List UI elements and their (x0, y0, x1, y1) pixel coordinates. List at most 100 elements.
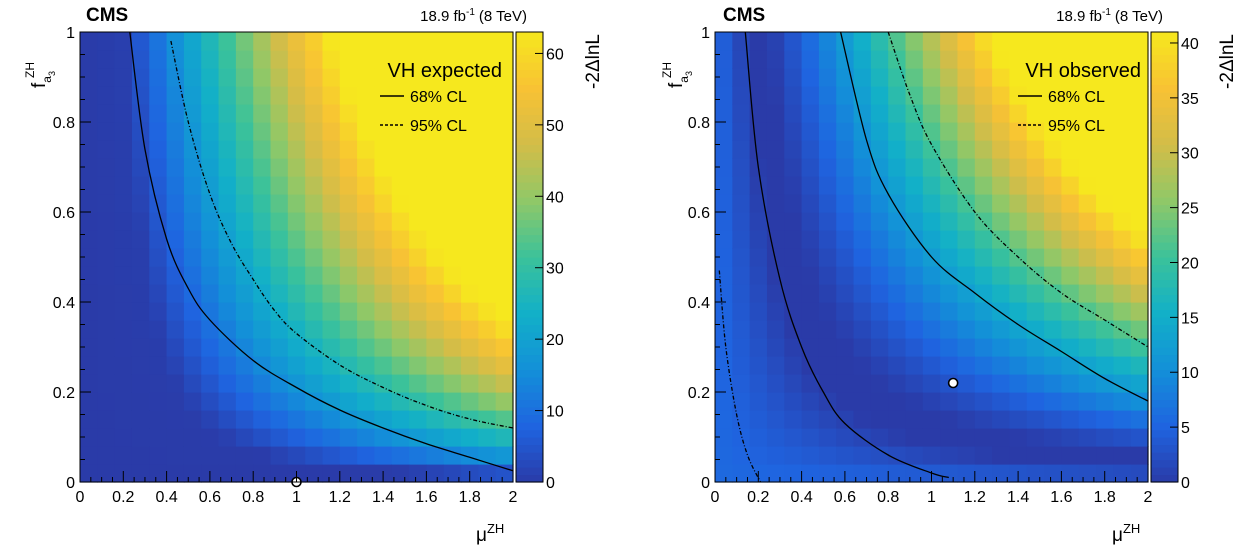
heatmap-cell (715, 68, 733, 87)
heatmap-cell (732, 374, 751, 393)
heatmap-cell (322, 140, 341, 159)
heatmap-cell (374, 302, 393, 321)
heatmap-cell (357, 284, 376, 303)
heatmap-cell (1130, 104, 1149, 123)
heatmap-cell (495, 428, 514, 447)
colorbar-tick-label: 30 (1181, 146, 1199, 163)
heatmap-cell (870, 194, 889, 213)
heatmap-cell (218, 140, 237, 159)
heatmap-cell (749, 338, 768, 357)
heatmap-cell (391, 176, 410, 195)
heatmap-cell (131, 266, 150, 285)
heatmap-cell (201, 230, 220, 249)
heatmap-cell (905, 140, 924, 159)
heatmap-cell (218, 68, 237, 87)
heatmap-cell (888, 104, 907, 123)
heatmap-cell (114, 392, 133, 411)
heatmap-cell (1113, 248, 1132, 267)
heatmap-cell (253, 464, 272, 483)
colorbar-segment (516, 47, 543, 56)
heatmap-cell (922, 104, 941, 123)
colorbar-segment (1151, 174, 1178, 183)
heatmap-cell (357, 50, 376, 69)
heatmap-cell (1130, 302, 1149, 321)
heatmap-cell (97, 338, 116, 357)
heatmap-cell (131, 140, 150, 159)
heatmap-cell (478, 68, 497, 87)
heatmap-cell (801, 212, 820, 231)
heatmap-cell (357, 86, 376, 105)
heatmap-cell (322, 194, 341, 213)
heatmap-cell (305, 464, 324, 483)
heatmap-cell (1130, 68, 1149, 87)
heatmap-cell (131, 284, 150, 303)
heatmap-cell (1113, 212, 1132, 231)
heatmap-cell (784, 68, 803, 87)
heatmap-cell (461, 410, 479, 429)
heatmap-cell (357, 122, 376, 141)
y-tick-label: 0.6 (53, 205, 75, 222)
heatmap-cell (339, 446, 358, 465)
heatmap-cell (1078, 230, 1097, 249)
heatmap-cell (426, 446, 445, 465)
colorbar-segment (516, 392, 543, 401)
heatmap-cell (1078, 140, 1097, 159)
heatmap-cell (853, 194, 872, 213)
heatmap-cell (149, 212, 168, 231)
heatmap-cell (114, 104, 133, 123)
heatmap-cell (201, 86, 220, 105)
heatmap-cell (218, 32, 237, 51)
heatmap-cell (149, 338, 168, 357)
colorbar-segment (516, 369, 543, 378)
heatmap-cell (784, 32, 803, 51)
heatmap-cell (287, 266, 306, 285)
heatmap-cell (478, 140, 497, 159)
heatmap-cell (1078, 428, 1097, 447)
colorbar-segment (516, 99, 543, 108)
heatmap-cell (992, 248, 1011, 267)
heatmap-cell (749, 86, 768, 105)
heatmap-cell (1061, 356, 1080, 375)
heatmap-cell (922, 32, 941, 51)
colorbar-segment (516, 444, 543, 453)
heatmap-cell (1078, 392, 1097, 411)
heatmap-cell (905, 446, 924, 465)
heatmap-cell (888, 158, 907, 177)
heatmap-cell (749, 50, 768, 69)
heatmap-cell (1044, 338, 1062, 357)
heatmap-cell (166, 356, 185, 375)
y-axis-label: fa3 ZH (660, 62, 694, 88)
heatmap-cell (957, 248, 976, 267)
heatmap-cell (391, 212, 410, 231)
heatmap-cell (801, 230, 820, 249)
heatmap-cell (391, 374, 410, 393)
heatmap-cell (1113, 68, 1132, 87)
heatmap-cell (426, 104, 445, 123)
heatmap-cell (149, 140, 168, 159)
heatmap-cell (253, 176, 272, 195)
heatmap-cell (443, 338, 462, 357)
heatmap-cell (940, 122, 959, 141)
heatmap-cell (1026, 50, 1045, 69)
heatmap-cell (853, 392, 872, 411)
heatmap-cell (974, 248, 993, 267)
heatmap-cell (974, 266, 993, 285)
heatmap-cell (801, 86, 820, 105)
heatmap-cell (357, 104, 376, 123)
heatmap-cell (801, 266, 820, 285)
heatmap-cell (287, 392, 306, 411)
heatmap-cell (409, 356, 427, 375)
heatmap-cell (218, 248, 237, 267)
heatmap-cell (766, 266, 785, 285)
heatmap-cell (409, 392, 427, 411)
heatmap-cell (853, 374, 872, 393)
heatmap-cell (322, 122, 341, 141)
heatmap-cell (766, 428, 785, 447)
heatmap-cell (131, 428, 150, 447)
heatmap-cell (409, 104, 427, 123)
colorbar-segment (516, 452, 543, 461)
heatmap-cell (1009, 158, 1028, 177)
y-tick-label: 0.2 (53, 385, 75, 402)
heatmap-cell (322, 50, 341, 69)
legend-label-95: 95% CL (410, 118, 467, 135)
